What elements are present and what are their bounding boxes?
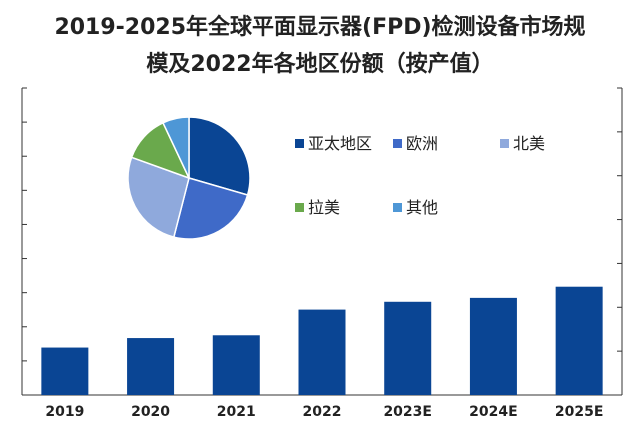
pie-chart <box>127 116 251 240</box>
bar-2022 <box>298 309 346 395</box>
x-tick-label: 2021 <box>217 404 256 420</box>
bar-2025E <box>555 286 603 395</box>
legend-label: 欧洲 <box>406 134 438 153</box>
bar-2023E <box>384 301 432 395</box>
legend-swatch <box>393 203 402 212</box>
bar-series <box>41 286 603 395</box>
x-tick-label: 2019 <box>45 404 84 420</box>
bar-2019 <box>41 347 89 395</box>
legend-label: 其他 <box>406 198 438 217</box>
legend-swatch <box>295 139 304 148</box>
legend-swatch <box>500 139 509 148</box>
x-tick-labels: 2019 2020 2021 2022 2023E 2024E 2025E <box>45 404 603 420</box>
x-tick-label: 2024E <box>469 404 518 420</box>
x-tick-label: 2023E <box>383 404 432 420</box>
pie-slice-1 <box>172 177 249 240</box>
legend-label: 北美 <box>513 134 545 153</box>
legend-label: 亚太地区 <box>308 134 372 153</box>
legend-swatch <box>393 139 402 148</box>
bar-2024E <box>469 297 517 395</box>
chart-title-line-1: 2019-2025年全球平面显示器(FPD)检测设备市场规 <box>54 15 586 40</box>
legend-swatch <box>295 203 304 212</box>
pie-slice-4 <box>162 116 190 179</box>
x-tick-label: 2025E <box>555 404 604 420</box>
bar-2020 <box>127 338 175 395</box>
x-tick-label: 2020 <box>131 404 170 420</box>
chart-title-line-2: 模及2022年各地区份额（按产值） <box>146 52 494 77</box>
pie-slice-2 <box>127 156 190 238</box>
bar-2021 <box>212 335 260 395</box>
x-tick-label: 2022 <box>303 404 342 420</box>
legend-label: 拉美 <box>308 198 340 217</box>
pie-slice-0 <box>188 116 251 196</box>
